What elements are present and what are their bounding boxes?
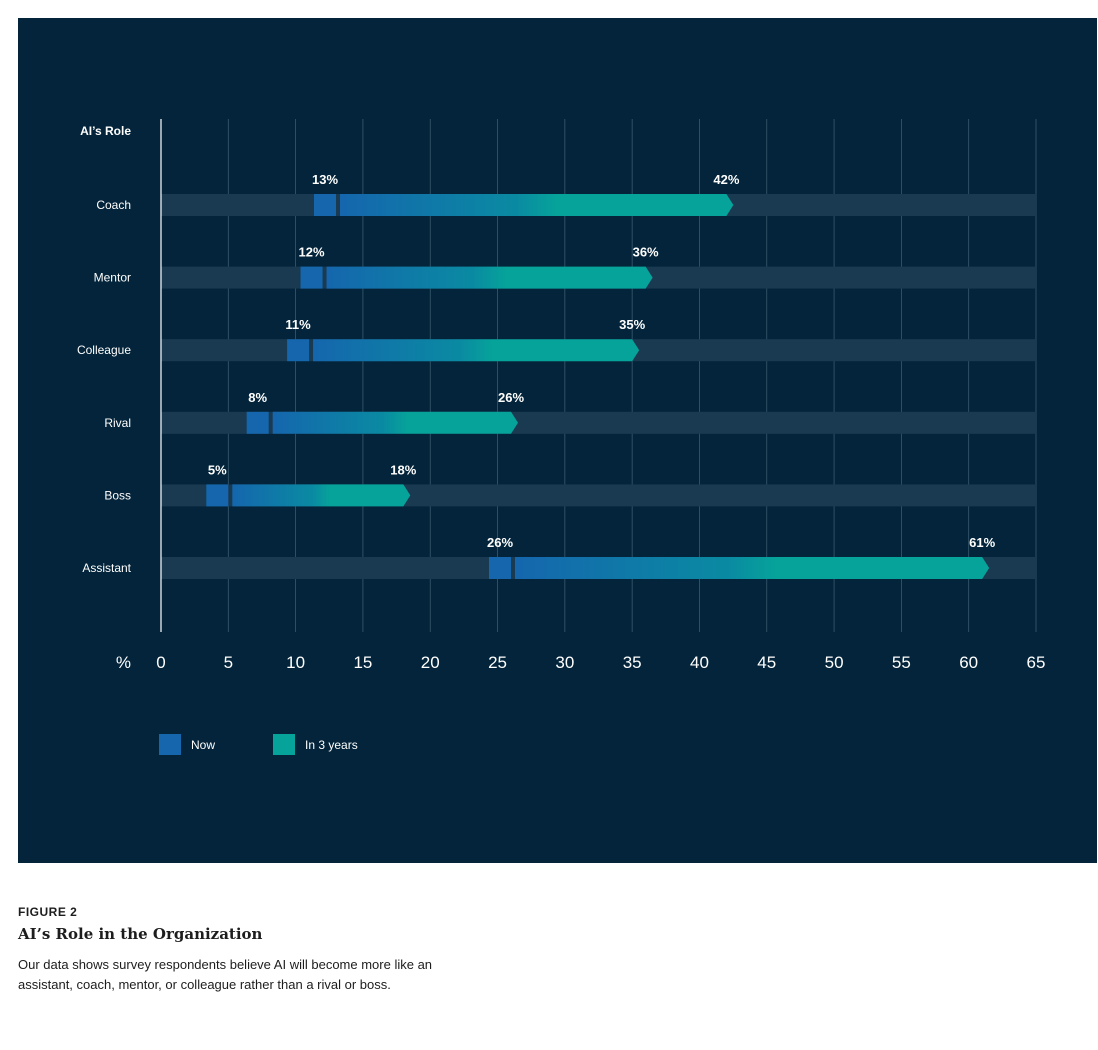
category-label-coach: Coach	[96, 198, 131, 212]
figure-title: AI’s Role in the Organization	[18, 925, 263, 943]
x-tick-label-10: 10	[286, 653, 305, 672]
bar-in-3-years-assistant	[515, 557, 990, 579]
x-tick-label-35: 35	[623, 653, 642, 672]
bar-in-3-years-rival	[272, 411, 518, 434]
legend-label-in-3-years: In 3 years	[305, 738, 358, 752]
data-label-in-3-years-assistant: 61%	[969, 535, 995, 550]
category-label-rival: Rival	[104, 416, 131, 430]
x-tick-label-15: 15	[353, 653, 372, 672]
legend-label-now: Now	[191, 738, 215, 752]
x-tick-label-50: 50	[825, 653, 844, 672]
data-label-now-colleague: 11%	[285, 317, 311, 332]
bar-now-rival	[246, 411, 269, 434]
y-axis-header: AI’s Role	[80, 124, 131, 138]
bar-in-3-years-mentor	[326, 266, 653, 289]
x-tick-label-0: 0	[156, 653, 165, 672]
bar-now-mentor	[300, 266, 323, 289]
x-tick-label-5: 5	[224, 653, 233, 672]
bar-in-3-years-colleague	[313, 339, 640, 362]
chart-panel: 0 5 10 15 20 25 30 35 40 45 50 55 60 65 Coach 13% 42% Men…	[18, 18, 1097, 863]
bar-now-colleague	[287, 339, 310, 362]
figure-label: FIGURE 2	[18, 905, 78, 919]
category-label-mentor: Mentor	[94, 271, 131, 285]
bar-in-3-years-boss	[232, 484, 411, 507]
data-label-in-3-years-coach: 42%	[713, 172, 739, 187]
x-tick-label-20: 20	[421, 653, 440, 672]
figure-description: Our data shows survey respondents believ…	[18, 957, 433, 992]
category-label-assistant: Assistant	[82, 561, 131, 575]
x-tick-label-60: 60	[959, 653, 978, 672]
bar-in-3-years-coach	[340, 194, 734, 216]
bar-chart: 0 5 10 15 20 25 30 35 40 45 50 55 60 65 Coach 13% 42% Men…	[77, 119, 1046, 755]
bars	[206, 194, 990, 579]
x-tick-label-65: 65	[1027, 653, 1046, 672]
data-label-in-3-years-mentor: 36%	[633, 245, 659, 260]
x-tick-label-55: 55	[892, 653, 911, 672]
data-label-now-mentor: 12%	[299, 245, 325, 260]
x-tick-label-25: 25	[488, 653, 507, 672]
data-label-in-3-years-colleague: 35%	[619, 317, 645, 332]
data-label-now-boss: 5%	[208, 462, 227, 477]
x-axis-unit-label: %	[116, 653, 131, 672]
bar-now-boss	[206, 484, 229, 507]
category-label-colleague: Colleague	[77, 343, 131, 357]
bar-now-coach	[314, 194, 336, 216]
bar-now-assistant	[489, 557, 511, 579]
legend: Now In 3 years	[159, 734, 358, 755]
x-tick-label-40: 40	[690, 653, 709, 672]
legend-swatch-now	[159, 734, 181, 755]
bar-tracks	[161, 194, 1036, 579]
category-label-boss: Boss	[104, 488, 131, 502]
x-tick-label-45: 45	[757, 653, 776, 672]
figure-caption: FIGURE 2 AI’s Role in the Organization O…	[18, 905, 618, 995]
data-label-in-3-years-rival: 26%	[498, 390, 524, 405]
data-label-now-rival: 8%	[248, 390, 267, 405]
labels: 0 5 10 15 20 25 30 35 40 45 50 55 60 65 Coach 13% 42% Men…	[77, 172, 1046, 672]
data-label-now-assistant: 26%	[487, 535, 513, 550]
x-tick-label-30: 30	[555, 653, 574, 672]
legend-swatch-in-3-years	[273, 734, 295, 755]
data-label-now-coach: 13%	[312, 172, 338, 187]
data-label-in-3-years-boss: 18%	[390, 462, 416, 477]
